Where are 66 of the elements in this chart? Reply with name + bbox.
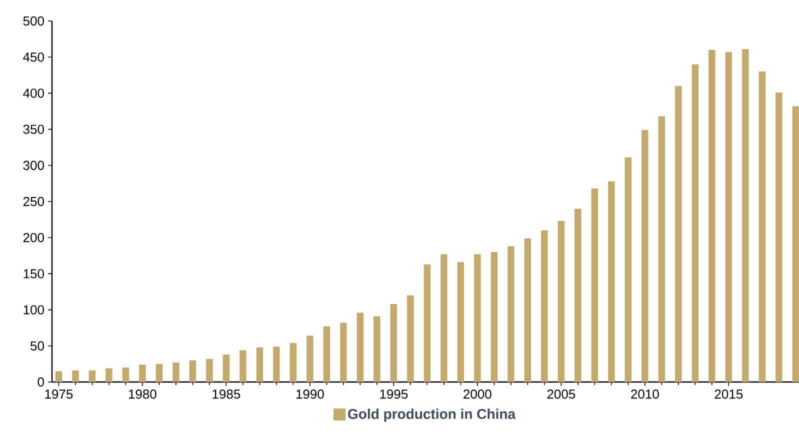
bar [256, 347, 264, 382]
bar [156, 364, 163, 382]
bar [692, 64, 699, 382]
bar [440, 254, 448, 382]
y-tick-label: 150 [24, 269, 44, 278]
bar [356, 312, 364, 382]
y-tick-label: 500 [23, 16, 44, 26]
bar [457, 262, 464, 382]
bar [206, 358, 213, 382]
bar [290, 343, 297, 382]
bar [558, 220, 565, 382]
bar [390, 304, 398, 382]
bar [240, 350, 246, 382]
legend-label: Gold production in China [348, 408, 516, 422]
bar [122, 368, 130, 382]
x-tick-label: 2015 [714, 390, 743, 399]
bar [642, 130, 648, 382]
bar [72, 370, 79, 382]
bar [624, 157, 632, 382]
bar [725, 52, 732, 382]
y-tick-label: 100 [24, 305, 44, 314]
bar [490, 252, 498, 382]
x-tick-label: 1990 [296, 390, 324, 399]
y-tick-label: 50 [30, 341, 44, 350]
bar [524, 238, 532, 382]
bar [374, 316, 380, 382]
bar [306, 336, 314, 382]
bar [508, 246, 514, 382]
bar [675, 86, 682, 382]
bar [323, 326, 330, 382]
y-tick-label: 400 [23, 88, 44, 98]
y-tick-label: 0 [38, 377, 44, 387]
bar [776, 92, 782, 382]
bar [708, 50, 716, 382]
bar [742, 49, 749, 382]
bar [139, 364, 146, 382]
bar [574, 208, 582, 382]
y-tick-label: 250 [23, 196, 44, 206]
bar [106, 368, 112, 382]
bar [608, 181, 615, 382]
x-tick-label: 1980 [128, 390, 156, 399]
y-tick-label: 300 [23, 160, 44, 170]
bar [591, 188, 598, 382]
x-tick-label: 1975 [45, 390, 73, 399]
x-tick-label: 1985 [212, 390, 240, 399]
bar [758, 72, 766, 382]
bar [658, 116, 666, 382]
bar [541, 230, 548, 382]
y-tick-label: 350 [23, 124, 44, 134]
y-tick-label: 450 [23, 52, 44, 62]
x-tick-label: 2010 [631, 390, 659, 399]
bar [474, 254, 481, 382]
y-tick-label: 200 [23, 232, 44, 242]
bar [172, 362, 180, 382]
bar [407, 295, 414, 382]
bar [340, 322, 347, 382]
bar [222, 354, 230, 382]
bar [424, 264, 431, 382]
bar [273, 346, 280, 382]
bar [88, 370, 96, 382]
bar [792, 106, 799, 382]
bar [55, 371, 62, 382]
x-tick-label: 1995 [380, 390, 408, 399]
bar [189, 360, 196, 382]
x-tick-label: 2005 [547, 390, 576, 399]
x-tick-label: 2000 [464, 390, 492, 399]
